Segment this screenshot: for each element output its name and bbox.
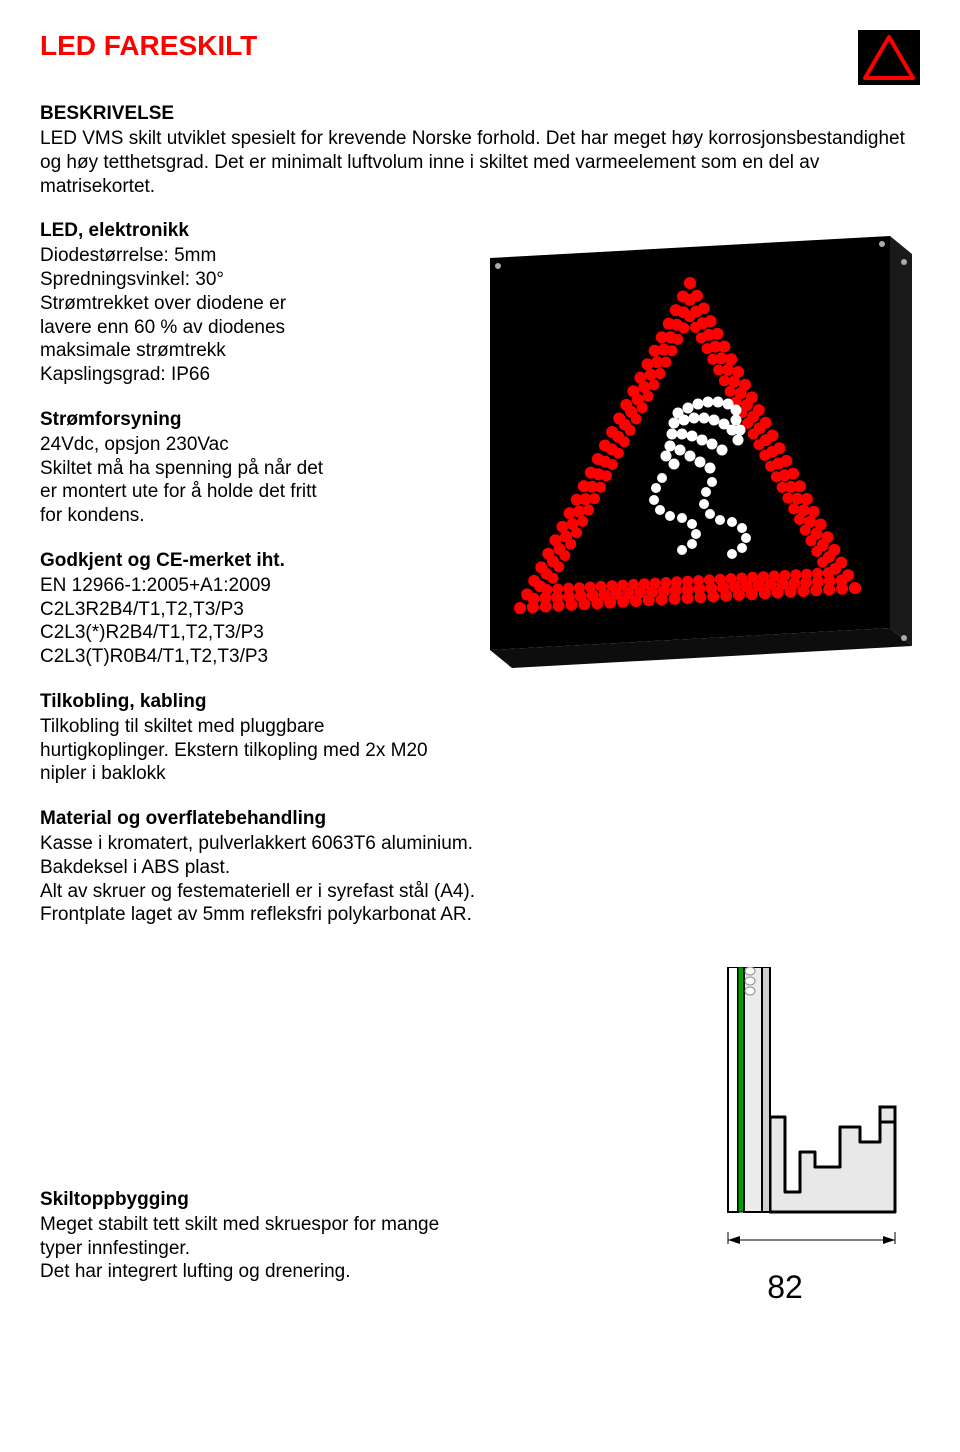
- material-text: Kasse i kromatert, pulverlakkert 6063T6 …: [40, 832, 920, 927]
- led-text: Diodestørrelse: 5mm Spredningsvinkel: 30…: [40, 244, 440, 387]
- dimension-value: 82: [650, 1269, 920, 1306]
- skiltopp-heading: Skiltoppbygging: [40, 1189, 440, 1211]
- beskrivelse-text: LED VMS skilt utviklet spesielt for krev…: [40, 127, 920, 198]
- led-heading: LED, elektronikk: [40, 220, 440, 242]
- ce-heading: Godkjent og CE-merket iht.: [40, 550, 440, 572]
- strom-heading: Strømforsyning: [40, 409, 440, 431]
- tilkobling-text: Tilkobling til skiltet med pluggbare hur…: [40, 715, 440, 786]
- ce-text: EN 12966-1:2005+A1:2009 C2L3R2B4/T1,T2,T…: [40, 574, 440, 669]
- strom-text: 24Vdc, opsjon 230Vac Skiltet må ha spenn…: [40, 433, 440, 528]
- page-title: LED FARESKILT: [40, 30, 257, 62]
- material-heading: Material og overflatebehandling: [40, 808, 920, 830]
- skiltopp-text: Meget stabilt tett skilt med skruespor f…: [40, 1213, 440, 1284]
- led-sign-illustration: [460, 228, 920, 673]
- beskrivelse-heading: BESKRIVELSE: [40, 103, 920, 125]
- tilkobling-heading: Tilkobling, kabling: [40, 691, 440, 713]
- profile-cross-section-illustration: 82: [650, 967, 920, 1306]
- warning-triangle-icon: [858, 30, 920, 85]
